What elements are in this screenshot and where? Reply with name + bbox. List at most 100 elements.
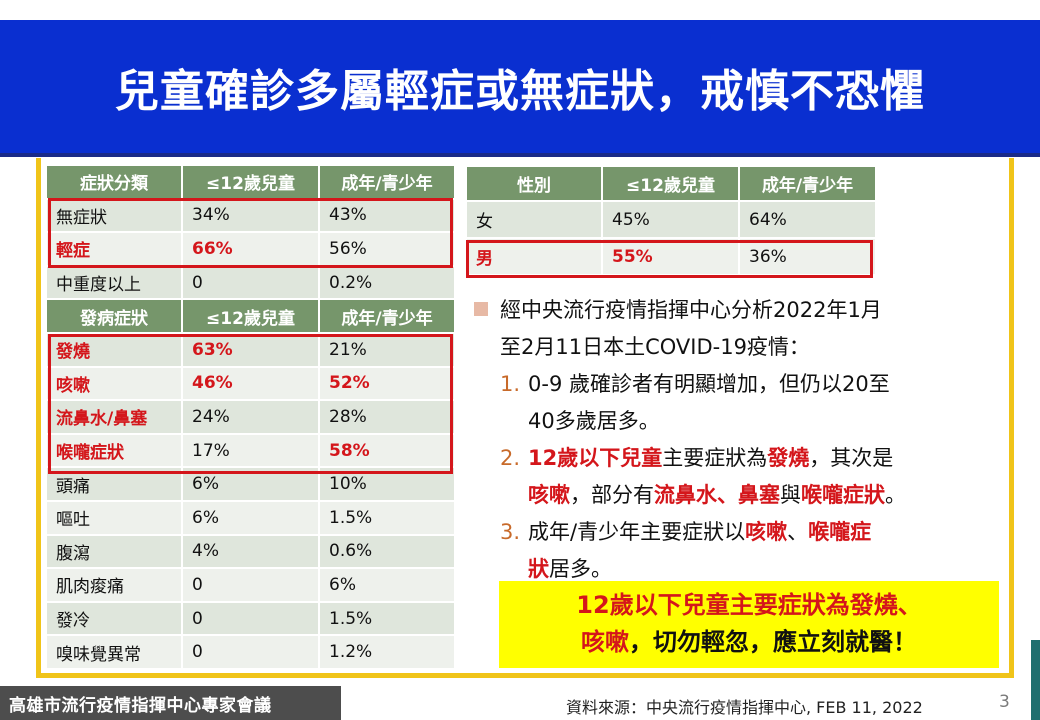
table-cell: 中重度以上 bbox=[47, 266, 183, 301]
warning-callout: 12歲以下兒童主要症狀為發燒、 咳嗽，切勿輕忽，應立刻就醫！ bbox=[499, 581, 999, 668]
table-cell: 0 bbox=[183, 569, 320, 603]
text-span: 咳嗽 bbox=[745, 520, 788, 544]
table-header-row: 性別 ≤12歲兒童 成年/青少年 bbox=[467, 167, 877, 202]
text-span: 發燒 bbox=[767, 446, 810, 470]
col-header: 成年/青少年 bbox=[320, 166, 456, 200]
text-span: 成年/青少年主要症狀以 bbox=[528, 520, 746, 544]
table-cell: 輕症 bbox=[47, 233, 183, 267]
table-cell: 發冷 bbox=[47, 602, 183, 637]
table-cell: 43% bbox=[320, 199, 456, 234]
col-header: 性別 bbox=[467, 167, 603, 202]
table-cell: 1.5% bbox=[320, 501, 456, 536]
title-banner: 兒童確診多屬輕症或無症狀，戒慎不恐懼 bbox=[0, 20, 1040, 157]
table-cell: 6% bbox=[183, 501, 320, 536]
text-span: 與 bbox=[780, 483, 801, 507]
item-text: 0-9 歲確診者有明顯增加，但仍以20至 40多歲居多。 bbox=[528, 366, 1008, 440]
table-cell: 0 bbox=[183, 602, 320, 637]
analysis-notes: 經中央流行疫情指揮中心分析2022年1月 至2月11日本土COVID-19疫情：… bbox=[468, 292, 1008, 588]
table-cell: 肌肉痠痛 bbox=[47, 569, 183, 603]
table-cell: 64% bbox=[740, 202, 877, 239]
table-cell: 0 bbox=[183, 266, 320, 301]
item-text: 12歲以下兒童主要症狀為發燒，其次是 咳嗽，部分有流鼻水、鼻塞與喉嚨症狀。 bbox=[528, 440, 1008, 514]
table-cell: 52% bbox=[320, 367, 456, 402]
table-cell: 咳嗽 bbox=[47, 367, 183, 402]
intro-line: 至2月11日本土COVID-19疫情： bbox=[500, 335, 810, 359]
table-row: 嘔吐 6% 1.5% bbox=[47, 501, 456, 536]
callout-text: ，切勿輕忽，應立刻就醫！ bbox=[629, 628, 917, 656]
text-span: 居多。 bbox=[549, 557, 612, 581]
table-cell: 45% bbox=[603, 202, 740, 239]
col-header: ≤12歲兒童 bbox=[183, 166, 320, 200]
text-span: 。 bbox=[885, 483, 906, 507]
decorative-edge bbox=[1031, 640, 1040, 720]
item-text: 成年/青少年主要症狀以咳嗽、喉嚨症 狀居多。 bbox=[528, 514, 1008, 588]
content-frame bbox=[36, 158, 1014, 678]
table-cell: 46% bbox=[183, 367, 320, 402]
table-row: 嗅味覺異常 0 1.2% bbox=[47, 636, 456, 670]
col-header: ≤12歲兒童 bbox=[183, 300, 320, 334]
table-cell: 17% bbox=[183, 434, 320, 469]
text-span: 12歲以下兒童 bbox=[528, 446, 663, 470]
table-header-row: 症狀分類 ≤12歲兒童 成年/青少年 bbox=[47, 166, 456, 200]
table-cell: 腹瀉 bbox=[47, 535, 183, 570]
table-cell: 56% bbox=[320, 233, 456, 267]
table-cell: 男 bbox=[467, 239, 603, 276]
table-cell: 21% bbox=[320, 333, 456, 368]
table-cell: 6% bbox=[183, 468, 320, 502]
list-item: 1. 0-9 歲確診者有明顯增加，但仍以20至 40多歲居多。 bbox=[500, 366, 1008, 440]
text-span: ，其次是 bbox=[809, 446, 894, 470]
table-row: 發燒 63% 21% bbox=[47, 333, 456, 368]
table-cell: 1.2% bbox=[320, 636, 456, 670]
table-cell: 嘔吐 bbox=[47, 501, 183, 536]
table-row: 無症狀 34% 43% bbox=[47, 199, 456, 234]
slide-title: 兒童確診多屬輕症或無症狀，戒慎不恐懼 bbox=[115, 65, 925, 117]
table-cell: 發燒 bbox=[47, 333, 183, 368]
callout-line: 12歲以下兒童主要症狀為發燒、 bbox=[576, 591, 922, 619]
sex-table: 性別 ≤12歲兒童 成年/青少年 女 45% 64% 男 55% 36% bbox=[467, 167, 877, 276]
table-row: 流鼻水/鼻塞 24% 28% bbox=[47, 401, 456, 435]
text-span: 主要症狀為 bbox=[662, 446, 768, 470]
table-row: 頭痛 6% 10% bbox=[47, 468, 456, 502]
table-row: 腹瀉 4% 0.6% bbox=[47, 535, 456, 570]
table-cell: 流鼻水/鼻塞 bbox=[47, 401, 183, 435]
list-item: 2. 12歲以下兒童主要症狀為發燒，其次是 咳嗽，部分有流鼻水、鼻塞與喉嚨症狀。 bbox=[500, 440, 1008, 514]
footer-org: 高雄市流行疫情指揮中心專家會議 bbox=[0, 686, 341, 720]
table-row: 輕症 66% 56% bbox=[47, 233, 456, 267]
callout-text: 咳嗽 bbox=[581, 628, 629, 656]
text-span: ，部分有 bbox=[570, 483, 654, 507]
table-cell: 頭痛 bbox=[47, 468, 183, 502]
item-number: 1. bbox=[500, 372, 521, 396]
list-item: 3. 成年/青少年主要症狀以咳嗽、喉嚨症 狀居多。 bbox=[500, 514, 1008, 588]
text-span: 狀 bbox=[528, 557, 549, 581]
text-span: 喉嚨症狀 bbox=[801, 483, 885, 507]
col-header: 發病症狀 bbox=[47, 300, 183, 334]
text-span: 40多歲居多。 bbox=[528, 409, 660, 433]
text-span: 咳嗽 bbox=[528, 483, 570, 507]
table-row: 發冷 0 1.5% bbox=[47, 602, 456, 637]
table-row: 肌肉痠痛 0 6% bbox=[47, 569, 456, 603]
intro-text: 經中央流行疫情指揮中心分析2022年1月 至2月11日本土COVID-19疫情： bbox=[500, 292, 1008, 366]
table-cell: 24% bbox=[183, 401, 320, 435]
table-cell: 女 bbox=[467, 202, 603, 239]
text-span: 喉嚨症 bbox=[808, 520, 872, 544]
col-header: 成年/青少年 bbox=[740, 167, 877, 202]
intro-line: 經中央流行疫情指揮中心分析2022年1月 bbox=[500, 298, 882, 322]
table-cell: 55% bbox=[603, 239, 740, 276]
table-cell: 6% bbox=[320, 569, 456, 603]
table-cell: 喉嚨症狀 bbox=[47, 434, 183, 469]
table-cell: 嗅味覺異常 bbox=[47, 636, 183, 670]
col-header: 成年/青少年 bbox=[320, 300, 456, 334]
table-cell: 0 bbox=[183, 636, 320, 670]
symptom-table: 症狀分類 ≤12歲兒童 成年/青少年 無症狀 34% 43% 輕症 66% 56… bbox=[47, 166, 456, 670]
table-cell: 58% bbox=[320, 434, 456, 469]
table-row: 咳嗽 46% 52% bbox=[47, 367, 456, 402]
square-bullet-icon bbox=[474, 302, 488, 316]
table-cell: 34% bbox=[183, 199, 320, 234]
page-number: 3 bbox=[999, 692, 1010, 712]
table-cell: 36% bbox=[740, 239, 877, 276]
item-number: 3. bbox=[500, 520, 521, 544]
table-cell: 63% bbox=[183, 333, 320, 368]
col-header: ≤12歲兒童 bbox=[603, 167, 740, 202]
table-cell: 66% bbox=[183, 233, 320, 267]
item-number: 2. bbox=[500, 446, 521, 470]
